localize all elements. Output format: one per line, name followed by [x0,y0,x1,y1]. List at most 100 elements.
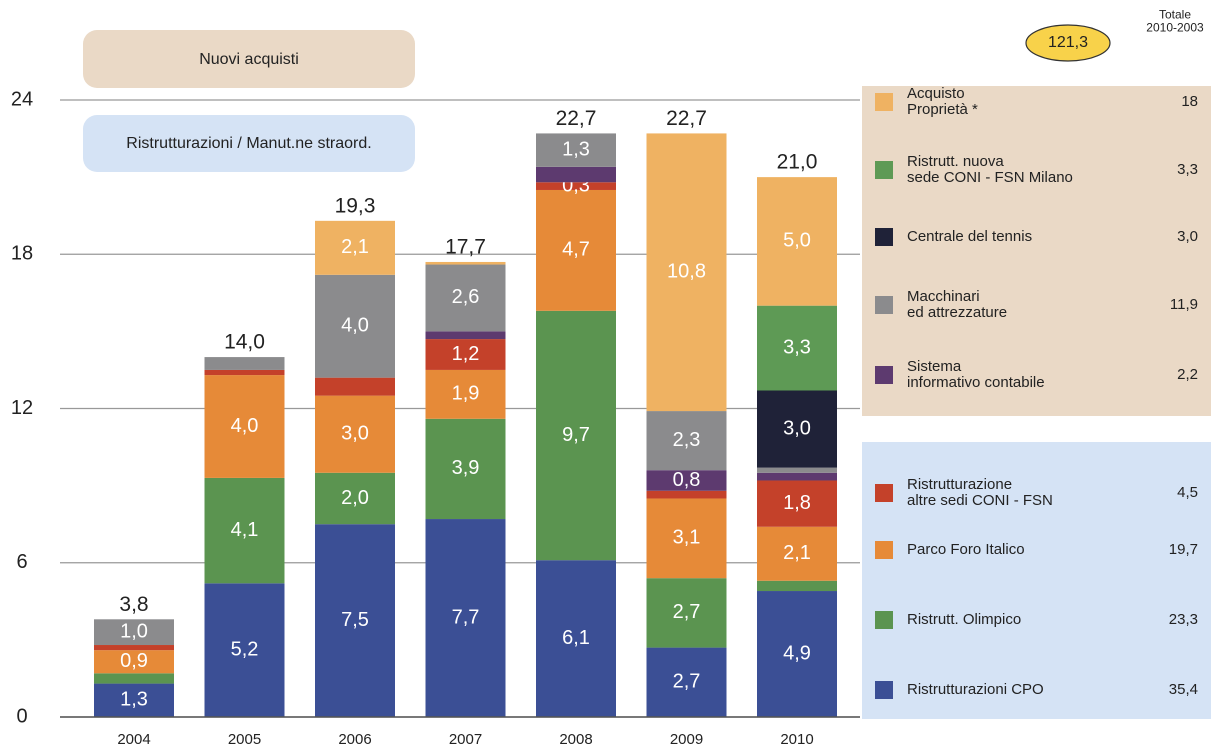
bar-segment [315,274,395,378]
bar-segment [425,519,506,717]
bar-segment [94,683,174,717]
total-label: 3,8 [119,593,148,616]
legend-label: Sistema informativo contabile [907,358,1045,391]
value-label: 9,7 [562,424,590,446]
value-label: 3,0 [783,417,811,439]
bar-segment [315,524,395,717]
total-label: 17,7 [445,236,486,259]
bar-segment [757,305,837,391]
legend-total: 19,7 [1169,541,1198,558]
x-tick-label: 2008 [559,731,592,748]
bar-segment [94,673,174,684]
x-tick-label: 2009 [670,731,703,748]
value-label: 4,0 [231,415,259,437]
bar-segment [757,472,837,481]
legend-swatch [875,681,893,699]
bar-segment [204,357,285,370]
value-label: 1,0 [120,620,148,642]
bar-segment [646,578,727,648]
value-label: 4,1 [231,519,259,541]
header-box [83,30,415,88]
bar-segment [536,166,616,183]
bar-segment [425,418,506,520]
legend-total: 18 [1181,93,1198,110]
legend-swatch [875,541,893,559]
grand-total: 121,3 [1048,34,1088,51]
bar-segment [757,580,837,592]
value-label: 5,2 [231,638,259,660]
value-label: 1,3 [562,138,590,160]
total-label: 14,0 [224,331,265,354]
value-label: 4,9 [783,642,811,664]
bar-segment [757,526,837,581]
legend-swatch [875,296,893,314]
value-label: 3,3 [783,336,811,358]
bar-segment [757,480,837,527]
x-tick-label: 2007 [449,731,482,748]
value-label: 10,8 [667,261,706,283]
bar-segment [94,645,174,651]
value-label: 3,1 [673,527,701,549]
legend-swatch [875,366,893,384]
bar-segment [536,189,616,311]
x-tick-label: 2005 [228,731,261,748]
bar-segment [94,650,174,674]
bar-segment [536,560,616,717]
bar-segment [94,619,174,646]
bar-segment [757,467,837,473]
bar-segment [204,583,285,717]
value-label: 7,7 [452,606,480,628]
value-label: 2,3 [673,429,701,451]
value-label: 2,7 [673,671,701,693]
bar-segment [204,477,285,584]
y-tick-label: 24 [11,88,33,110]
legend-label: Centrale del tennis [907,228,1032,245]
value-label: 7,5 [341,609,369,631]
bar-segment [425,339,506,370]
value-label: 4,7 [562,239,590,261]
value-label: 1,8 [783,492,811,514]
x-tick-label: 2010 [780,731,813,748]
legend-label: Acquisto Proprietà * [907,85,978,118]
total-label: 19,3 [335,194,376,217]
legend-total: 35,4 [1169,681,1198,698]
legend-swatch [875,484,893,502]
legend-total: 23,3 [1169,611,1198,628]
bar-segment [646,133,727,412]
value-label: 1,2 [452,343,480,365]
value-label: 2,1 [341,236,369,258]
legend-label: Macchinari ed attrezzature [907,288,1007,321]
legend-swatch [875,93,893,111]
bar-segment [646,498,727,579]
legend-label: Parco Foro Italico [907,541,1025,558]
bar-segment [315,220,395,275]
total-caption: Totale 2010-2003 [1146,8,1204,35]
legend-total: 3,0 [1177,228,1198,245]
value-label: 2,1 [783,542,811,564]
bar-segment [315,377,395,396]
value-label: 0,9 [120,650,148,672]
total-label: 21,0 [777,151,818,174]
value-label: 3,9 [452,457,480,479]
bar-segment [425,369,506,419]
value-label: 4,0 [341,315,369,337]
bar-segment [536,133,616,167]
value-label: 1,9 [452,383,480,405]
header-box [83,115,415,172]
total-label: 22,7 [556,107,597,130]
bar-segment [425,261,506,265]
legend-total: 3,3 [1177,161,1198,178]
legend-swatch [875,228,893,246]
value-label: 2,0 [341,487,369,509]
value-label: 3,0 [341,422,369,444]
value-label: 5,0 [783,230,811,252]
grand-total-badge [1025,24,1111,62]
bar-segment [646,647,727,717]
legend-box [862,442,1211,719]
bar-segment [315,395,395,473]
bar-segment [425,331,506,340]
x-tick-label: 2004 [117,731,150,748]
bar-segment [757,390,837,468]
bar-segment [536,310,616,561]
